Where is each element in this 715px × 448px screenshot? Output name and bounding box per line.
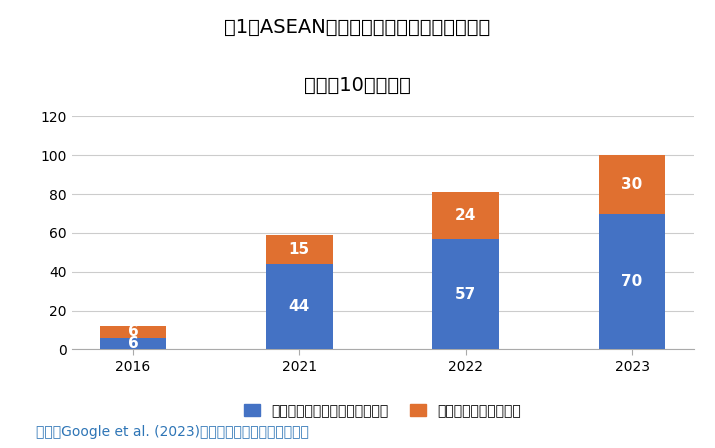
Bar bbox=[433, 239, 499, 349]
Text: 出所：Google et al. (2023)のデータをもとに、筆者作成: 出所：Google et al. (2023)のデータをもとに、筆者作成 bbox=[36, 425, 309, 439]
Text: 70: 70 bbox=[621, 274, 643, 289]
Bar bbox=[100, 338, 167, 349]
Text: 図1　ASEANにおけるデジタルエコノミーの: 図1 ASEANにおけるデジタルエコノミーの bbox=[225, 18, 490, 37]
Bar bbox=[598, 214, 665, 349]
Text: 15: 15 bbox=[289, 242, 310, 257]
Text: 44: 44 bbox=[289, 299, 310, 314]
Bar bbox=[266, 264, 332, 349]
Text: 6: 6 bbox=[128, 336, 139, 351]
Text: 57: 57 bbox=[455, 287, 476, 302]
Text: 30: 30 bbox=[621, 177, 643, 192]
Bar bbox=[433, 192, 499, 239]
Text: 収入（10億ドル）: 収入（10億ドル） bbox=[304, 76, 411, 95]
Bar bbox=[100, 326, 167, 338]
Bar bbox=[266, 235, 332, 264]
Bar bbox=[598, 155, 665, 214]
Text: 24: 24 bbox=[455, 208, 476, 223]
Text: 6: 6 bbox=[128, 324, 139, 340]
Legend: デジタルエコノミーの中核分野, デジタル金融サービス: デジタルエコノミーの中核分野, デジタル金融サービス bbox=[238, 398, 527, 423]
